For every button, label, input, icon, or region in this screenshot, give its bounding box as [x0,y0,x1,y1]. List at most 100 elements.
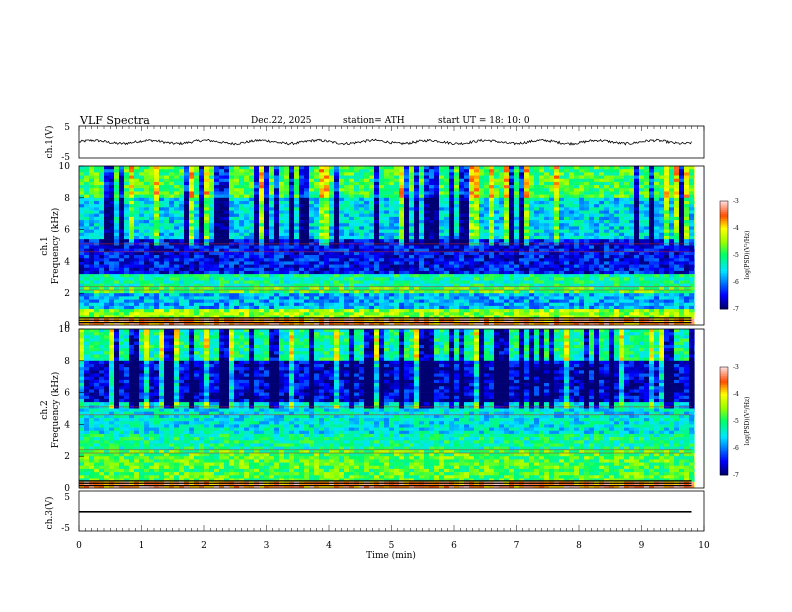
spectrogram-cell [524,220,530,224]
spectrogram-cell [464,178,470,183]
spectrogram-cell [539,302,545,307]
spectrogram-cell [559,226,565,230]
spectrogram-cell [99,172,105,176]
spectrogram-cell [89,302,95,307]
spectrogram-cell [539,274,545,278]
spectrogram-cell [169,213,175,218]
spectrogram-cell [384,293,390,297]
spectrogram-cell [124,188,130,192]
spectrogram-cell [354,210,360,214]
spectrogram-cell [549,200,555,205]
spectrogram-cell [444,172,450,176]
spectrogram-cell [249,296,255,300]
spectrogram-cell [449,309,455,313]
spectrogram-cell [209,232,215,237]
spectrogram-cell [509,220,515,224]
spectrogram-cell [179,286,185,291]
spectrogram-cell [94,251,100,256]
spectrogram-cell [299,204,305,208]
spectrogram-cell [194,207,200,211]
spectrogram-cell [214,277,220,281]
spectrogram-cell [374,204,380,208]
spectrogram-cell [169,280,175,284]
spectrogram-cell [514,274,520,278]
spectrogram-cell [164,191,170,195]
spectrogram-cell [114,312,120,316]
spectrogram-cell [169,255,175,259]
spectrogram-cell [479,213,485,218]
spectrogram-cell [474,299,480,304]
spectrogram-cell [299,169,305,173]
spectrogram-cell [419,210,425,214]
spectrogram-cell [239,232,245,237]
spectrogram-cell [234,270,240,275]
spectrogram-cell [119,166,125,170]
spectrogram-cell [474,175,480,180]
spectrogram-cell [194,280,200,284]
spectrogram-cell [429,229,435,234]
spectrogram-cell [459,185,465,189]
spectrogram-cell [504,220,510,224]
spectrogram-cell [224,232,230,237]
spectrogram-cell [284,226,290,230]
spectrogram-cell [209,309,215,313]
spectrogram-cell [519,261,525,265]
spectrogram-cell [209,267,215,272]
spectrogram-cell [124,299,130,304]
spectrogram-cell [544,223,550,227]
spectrogram-cell [324,197,330,202]
spectrogram-cell [439,251,445,256]
spectrogram-cell [559,220,565,224]
spectrogram-cell [334,255,340,259]
spectrogram-cell [234,197,240,202]
spectrogram-cell [414,200,420,205]
spectrogram-cell [164,251,170,256]
spectrogram-cell [339,286,345,291]
spectrogram-cell [204,258,210,262]
spectrogram-cell [104,194,110,199]
spectrogram-cell [319,235,325,240]
spectrogram-cell [194,200,200,205]
spectrogram-cell [459,270,465,275]
spectrogram-cell [154,210,160,214]
spectrogram-cell [309,220,315,224]
spectrogram-cell [279,216,285,221]
spectrogram-cell [269,277,275,281]
spectrogram-cell [289,290,295,294]
spectrogram-cell [389,220,395,224]
ch1-ytick-bottom: -5 [61,153,70,163]
spectrogram-cell [259,210,265,214]
spectrogram-cell [94,312,100,316]
spectrogram-cell [99,210,105,214]
spectrogram-cell [534,283,540,288]
spectrogram-cell [364,191,370,195]
spectrogram-cell [274,321,280,326]
spectrogram-cell [254,296,260,300]
spectrogram-cell [244,175,250,180]
spectrogram-cell [79,239,85,243]
spectrogram-cell [104,245,110,249]
spectrogram-cell [259,220,265,224]
spectrogram-cell [369,232,375,237]
spectrogram-cell [124,175,130,180]
spectrogram-cell [329,207,335,211]
spectrogram-cell [194,166,200,170]
spectrogram-cell [549,226,555,230]
spectrogram-cell [524,277,530,281]
spectrogram-cell [99,305,105,310]
spectrogram-cell [439,220,445,224]
spectrogram-cell [394,175,400,180]
spectrogram-cell [189,309,195,313]
spectrogram-cell [324,185,330,189]
spectrogram-cell [454,239,460,243]
spectrogram-cell [134,188,140,192]
spectrogram-cell [189,232,195,237]
spectrogram-cell [219,302,225,307]
spectrogram-cell [489,277,495,281]
spectrogram-cell [184,255,190,259]
spectrogram-cell [239,258,245,262]
spectrogram-cell [309,283,315,288]
spectrogram-cell [284,283,290,288]
spectrogram-cell [114,296,120,300]
